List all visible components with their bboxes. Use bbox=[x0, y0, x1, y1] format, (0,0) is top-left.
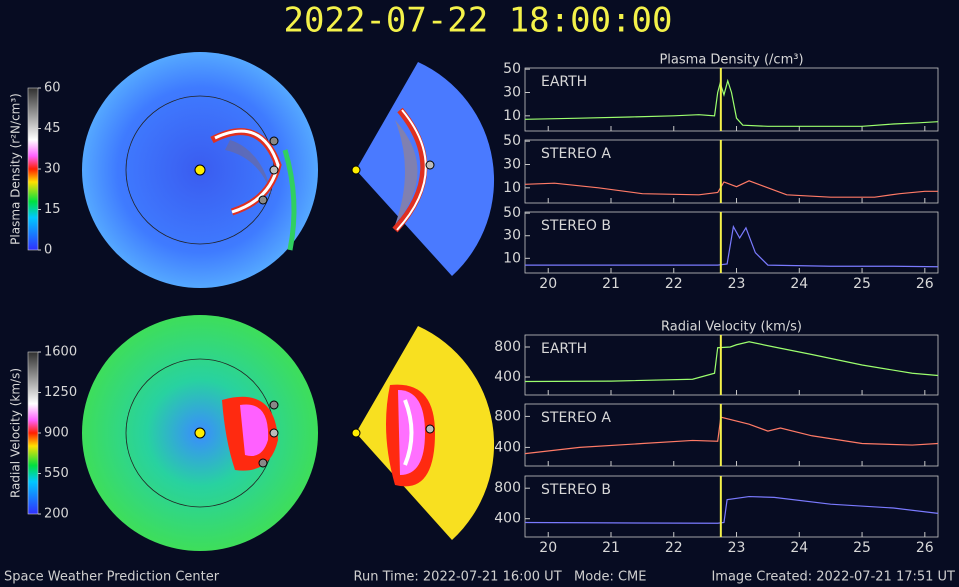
line-series bbox=[524, 416, 939, 455]
series-label: STEREO A bbox=[541, 410, 611, 426]
y-tick-label: 30 bbox=[503, 157, 521, 173]
title: 2022-07-22 18:00:00 bbox=[284, 1, 673, 41]
panel bbox=[524, 334, 939, 396]
series-label: STEREO B bbox=[541, 482, 611, 498]
colorbar bbox=[27, 351, 39, 515]
panel bbox=[524, 139, 939, 204]
x-tick-label: 20 bbox=[539, 540, 557, 556]
y-tick-label: 400 bbox=[494, 439, 521, 455]
colorbar-tick-label: 30 bbox=[44, 162, 61, 177]
panel bbox=[524, 211, 939, 274]
panel bbox=[524, 475, 939, 538]
series-label: EARTH bbox=[541, 341, 587, 357]
density-map bbox=[82, 52, 495, 288]
footer-left: Space Weather Prediction Center bbox=[4, 570, 220, 585]
panel bbox=[524, 67, 939, 132]
y-tick-label: 400 bbox=[494, 511, 521, 527]
x-tick-label: 21 bbox=[602, 540, 620, 556]
colorbar-label: Radial Velocity (km/s) bbox=[9, 368, 23, 498]
series-label: STEREO A bbox=[541, 146, 611, 162]
y-tick-label: 800 bbox=[494, 480, 521, 496]
colorbar-tick-label: 550 bbox=[44, 466, 69, 481]
x-tick-label: 26 bbox=[916, 276, 934, 292]
panel bbox=[524, 403, 939, 467]
y-tick-label: 50 bbox=[503, 205, 521, 221]
x-tick-label: 26 bbox=[916, 540, 934, 556]
colorbar-tick-label: 1600 bbox=[44, 345, 77, 360]
colorbar-tick-label: 900 bbox=[44, 426, 69, 441]
footer-right: Image Created: 2022-07-21 17:51 UT bbox=[711, 570, 955, 585]
y-tick-label: 10 bbox=[503, 250, 521, 266]
line-series bbox=[524, 495, 939, 524]
x-tick-label: 21 bbox=[602, 276, 620, 292]
series-label: EARTH bbox=[541, 74, 587, 90]
y-tick-label: 800 bbox=[494, 408, 521, 424]
y-tick-label: 400 bbox=[494, 369, 521, 385]
colorbar-tick-label: 1250 bbox=[44, 385, 77, 400]
x-tick-label: 24 bbox=[790, 276, 808, 292]
panel-title: Plasma Density (/cm³) bbox=[659, 53, 803, 68]
y-tick-label: 30 bbox=[503, 85, 521, 101]
colorbar-tick-label: 60 bbox=[44, 81, 61, 96]
line-series bbox=[524, 180, 938, 198]
line-series bbox=[524, 78, 939, 127]
line-series bbox=[525, 224, 939, 268]
y-tick-label: 10 bbox=[503, 108, 521, 124]
x-tick-label: 25 bbox=[853, 540, 871, 556]
colorbar-tick-label: 15 bbox=[44, 202, 61, 217]
y-tick-label: 30 bbox=[503, 228, 521, 244]
x-tick-label: 25 bbox=[853, 276, 871, 292]
panel-title: Radial Velocity (km/s) bbox=[661, 320, 802, 335]
x-tick-label: 23 bbox=[728, 540, 746, 556]
x-tick-label: 24 bbox=[790, 540, 808, 556]
velocity-map bbox=[82, 315, 495, 551]
colorbar bbox=[27, 87, 39, 251]
y-tick-label: 10 bbox=[503, 180, 521, 196]
y-tick-label: 800 bbox=[494, 339, 521, 355]
colorbar-tick-label: 45 bbox=[44, 121, 61, 136]
y-tick-label: 50 bbox=[503, 133, 521, 149]
x-tick-label: 22 bbox=[665, 540, 683, 556]
x-tick-label: 20 bbox=[539, 276, 557, 292]
x-tick-label: 22 bbox=[665, 276, 683, 292]
footer-center: Run Time: 2022-07-21 16:00 UT Mode: CME bbox=[354, 570, 647, 585]
x-tick-label: 23 bbox=[728, 276, 746, 292]
colorbar-tick-label: 0 bbox=[44, 243, 52, 258]
y-tick-label: 50 bbox=[503, 61, 521, 77]
series-label: STEREO B bbox=[541, 218, 611, 234]
colorbar-label: Plasma Density (r²N/cm³) bbox=[9, 93, 23, 245]
line-series bbox=[524, 341, 939, 383]
colorbar-tick-label: 200 bbox=[44, 507, 69, 522]
